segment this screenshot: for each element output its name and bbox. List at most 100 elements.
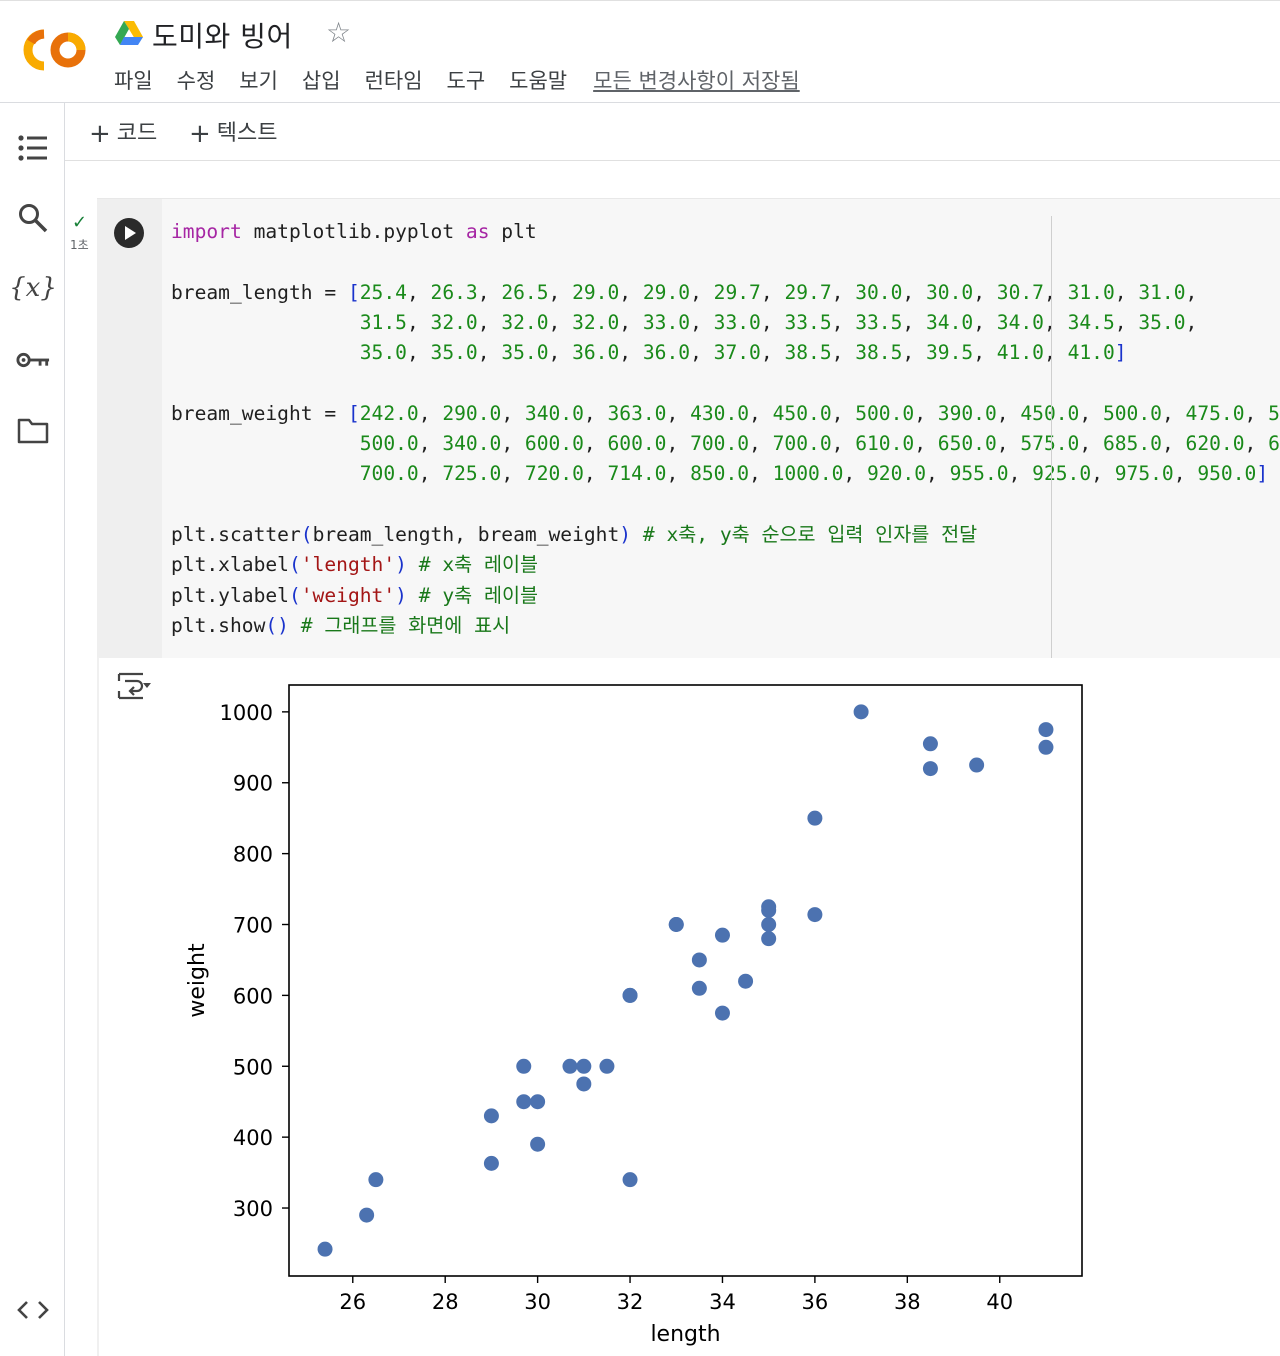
code-token: 35.0 [501,341,549,365]
y-tick-label: 600 [233,984,273,1008]
code-token: 500.0 [359,432,419,456]
code-token: 363.0 [607,401,667,425]
data-point [807,810,823,826]
y-axis-label: weight [185,943,210,1018]
star-icon[interactable]: ☆ [326,16,352,49]
code-token: 925.0 [1032,462,1092,486]
code-token: , [749,401,773,425]
code-token: , [831,401,856,425]
code-token: , [749,432,773,456]
colab-logo[interactable] [22,27,90,73]
code-token: plt.scatter [171,522,301,546]
code-token: 600.0 [607,432,667,456]
code-token: 29.0 [572,280,620,304]
code-token: 31.0 [1138,280,1186,304]
code-token: , [914,432,938,456]
data-point [622,987,638,1003]
code-token: # 그래프를 화면에 표시 [288,613,511,637]
code-token: 29.7 [713,280,761,304]
code-token: , [548,341,573,365]
data-point [969,757,985,773]
code-cell[interactable]: import matplotlib.pyplot as plt bream_le… [97,198,1280,658]
code-token: , [831,341,856,365]
data-point [530,1094,546,1110]
code-token: , [760,310,785,334]
code-token: # y축 레이블 [406,583,539,607]
code-token: , [501,462,525,486]
code-token [171,462,360,485]
code-token: [ [347,401,360,425]
code-snippets-icon[interactable] [16,1293,50,1327]
data-point [516,1058,532,1074]
code-token: ( [300,522,313,546]
code-token: [ [347,280,360,304]
code-token: , [1244,401,1269,425]
code-token: 32.0 [430,310,478,334]
add-code-button[interactable]: + 코드 [89,119,158,149]
menu-file[interactable]: 파일 [114,69,153,93]
executed-check-icon: ✓ [72,212,88,233]
code-token: , [1079,401,1103,425]
code-token: 31.5 [359,310,407,334]
data-point [761,902,777,918]
data-point [761,931,777,947]
output-actions-icon[interactable] [117,671,151,701]
code-token: , [501,401,525,425]
data-point [714,1005,730,1021]
data-point [691,980,707,996]
variables-icon[interactable]: {x} [9,273,57,303]
code-token: 26.5 [501,280,549,304]
code-token: , [477,310,502,334]
code-token: 685.0 [1102,432,1162,456]
code-token: 32.0 [501,310,549,334]
code-token: , [1091,462,1115,486]
google-drive-icon[interactable] [115,20,143,46]
search-icon[interactable] [16,201,50,235]
table-of-contents-icon[interactable] [16,131,50,165]
code-token [171,311,360,334]
data-point [599,1058,615,1074]
code-token: 36.0 [572,341,620,365]
run-cell-button[interactable] [114,218,144,248]
code-token: , [996,432,1021,456]
add-text-button[interactable]: + 텍스트 [189,119,278,149]
code-token: plt.xlabel [171,553,289,577]
code-token: , [843,462,868,486]
code-token: 475.0 [1185,401,1245,425]
code-line: 31.5, 32.0, 32.0, 32.0, 33.0, 33.0, 33.5… [171,310,1198,334]
code-line: plt.show() # 그래프를 화면에 표시 [171,614,510,637]
menu-insert[interactable]: 삽입 [301,69,341,93]
code-token: , [477,280,502,304]
code-token: 30.0 [926,280,974,304]
code-token: 33.0 [713,310,761,334]
code-token: 720.0 [524,462,584,486]
code-token: 610.0 [855,432,915,456]
y-tick-label: 400 [233,1126,273,1150]
notebook-title[interactable]: 도미와 빙어 [152,20,293,53]
menu-edit[interactable]: 수정 [176,69,216,93]
code-line: 500.0, 340.0, 600.0, 600.0, 700.0, 700.0… [171,432,1280,455]
x-tick-label: 40 [986,1290,1013,1314]
code-token: 33.5 [855,310,903,334]
code-token: , [1173,462,1198,486]
data-point [483,1155,499,1171]
menu-view[interactable]: 보기 [239,69,278,93]
code-token: ) [395,583,407,607]
code-line: plt.ylabel('weight') # y축 레이블 [171,584,538,607]
menu-tools[interactable]: 도구 [446,69,486,93]
menu-runtime[interactable]: 런타임 [364,69,423,93]
code-token: bream_length, bream_weight [312,522,620,546]
code-editor[interactable]: import matplotlib.pyplot as plt bream_le… [171,217,1280,641]
files-folder-icon[interactable] [16,413,50,447]
menu-bar: 파일 수정 보기 삽입 런타임 도구 도움말 모든 변경사항이 저장됨 [114,65,824,95]
code-token: , [583,401,608,425]
code-token: 620.0 [1185,432,1245,456]
save-status[interactable]: 모든 변경사항이 저장됨 [593,69,800,93]
code-token [171,341,360,364]
code-token: 700.0 [772,432,832,456]
secrets-key-icon[interactable] [16,343,50,377]
code-token: , [1043,310,1068,334]
code-token: 35.0 [430,341,478,365]
code-token: 36.0 [642,341,691,365]
menu-help[interactable]: 도움말 [509,69,568,93]
